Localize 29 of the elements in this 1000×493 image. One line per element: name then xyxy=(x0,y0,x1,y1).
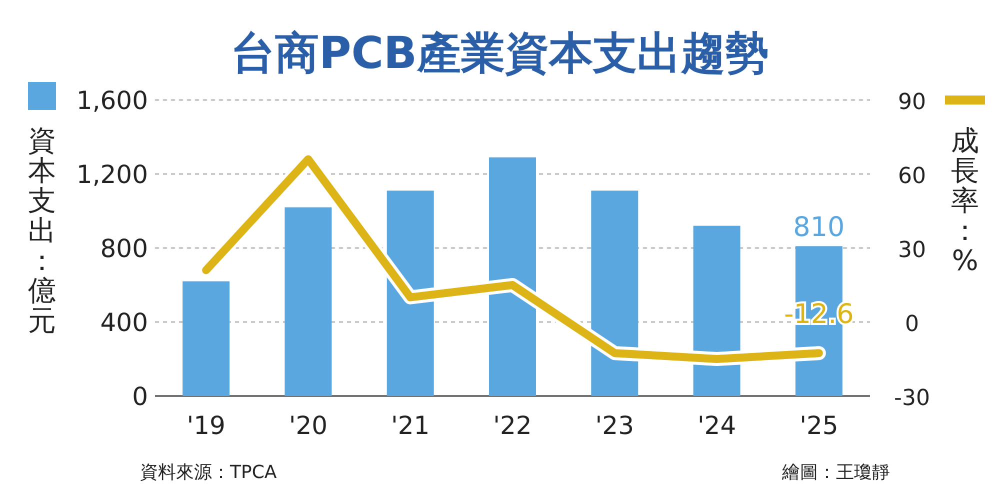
bar xyxy=(693,226,740,396)
bar xyxy=(182,281,230,396)
x-tick-label: '25 xyxy=(800,411,838,440)
x-tick-label: '22 xyxy=(493,411,532,440)
bar xyxy=(489,157,536,396)
bar xyxy=(386,190,434,396)
y-tick-label: 1,200 xyxy=(76,160,148,189)
bar xyxy=(591,190,638,396)
y2-axis-title: 成長率：% xyxy=(951,124,979,277)
y2-tick-label: 30 xyxy=(898,238,926,263)
y2-tick-label: 90 xyxy=(898,90,926,115)
x-tick-label: '24 xyxy=(697,411,736,440)
text: 繪圖：王瓊靜 xyxy=(781,462,890,483)
y-tick-label: 400 xyxy=(100,308,148,337)
y2-tick-label: 0 xyxy=(905,312,919,337)
y-tick-label: 800 xyxy=(100,234,148,263)
x-tick-label: '19 xyxy=(186,411,226,440)
bar xyxy=(284,207,332,396)
y2-tick-label: 60 xyxy=(898,164,926,189)
y-tick-label: 0 xyxy=(132,382,148,411)
y2-tick-label: -30 xyxy=(894,386,930,411)
x-tick-label: '20 xyxy=(288,411,328,440)
y-axis-title: 資本支出：億元 xyxy=(28,124,56,337)
chart-title: 台商PCB產業資本支出趨勢 xyxy=(230,28,770,79)
source-note: 資料來源：TPCA xyxy=(140,462,278,483)
x-tick-label: '23 xyxy=(595,411,634,440)
data-label: 810 xyxy=(793,212,845,244)
y-tick-label: 1,600 xyxy=(76,86,148,115)
x-tick-label: '21 xyxy=(391,411,430,440)
